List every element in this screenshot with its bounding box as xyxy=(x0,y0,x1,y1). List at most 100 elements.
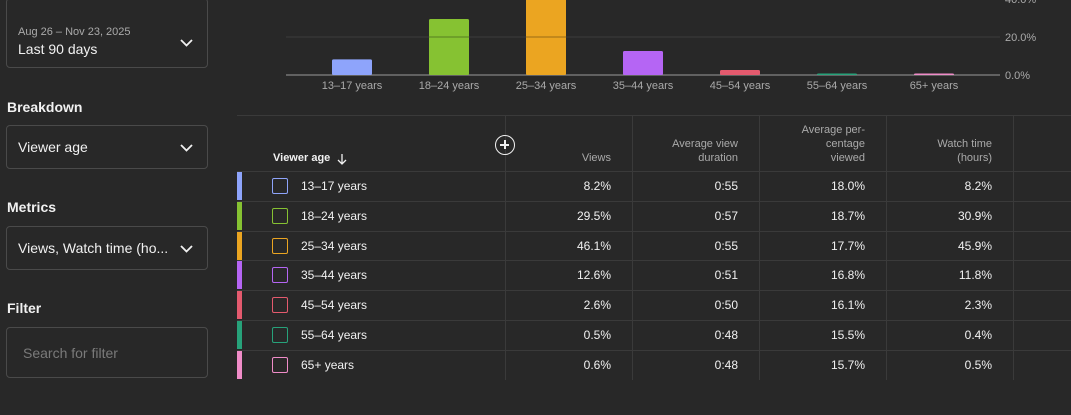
header-line: Average per- xyxy=(801,124,865,136)
sort-down-icon[interactable] xyxy=(336,153,348,165)
cell-watch-time: 0.4% xyxy=(964,328,992,342)
divider xyxy=(237,201,1071,202)
breakdown-select[interactable]: Viewer age xyxy=(6,125,208,169)
cell-views: 12.6% xyxy=(576,268,611,282)
date-range-text: Aug 26 – Nov 23, 2025 xyxy=(18,26,131,38)
breakdown-value: Viewer age xyxy=(18,139,88,155)
age-bar-chart: 0.0% 20.0% 40.0% 13–17 years 18–24 years 25–3… xyxy=(286,0,1036,92)
header-line: duration xyxy=(698,152,738,164)
table-row[interactable]: 18–24 years 29.5% 0:57 18.7% 30.9% xyxy=(237,201,1071,230)
chart-bar[interactable] xyxy=(914,73,954,76)
cell-avg-view-duration: 0:55 xyxy=(714,239,738,253)
chevron-down-icon xyxy=(180,39,193,47)
divider xyxy=(759,115,760,380)
header-avg-pct-viewed[interactable]: Average per- centage viewed xyxy=(777,115,865,171)
cell-watch-time: 2.3% xyxy=(964,298,992,312)
table-row[interactable]: 45–54 years 2.6% 0:50 16.1% 2.3% xyxy=(237,290,1071,319)
chart-bar[interactable] xyxy=(526,0,566,75)
series-color-bar xyxy=(237,202,242,230)
divider xyxy=(632,115,633,380)
x-tick-label: 65+ years xyxy=(910,80,959,92)
row-checkbox[interactable] xyxy=(272,178,288,194)
cell-avg-view-duration: 0:55 xyxy=(714,179,738,193)
row-checkbox[interactable] xyxy=(272,208,288,224)
divider xyxy=(1013,115,1014,380)
row-checkbox[interactable] xyxy=(272,357,288,373)
chart-bar[interactable] xyxy=(623,51,663,75)
divider xyxy=(237,171,1071,172)
x-tick-label: 45–54 years xyxy=(710,80,771,92)
row-label: 45–54 years xyxy=(301,298,368,312)
y-tick-label: 40.0% xyxy=(1005,0,1036,6)
metrics-value: Views, Watch time (ho... xyxy=(18,240,169,256)
x-tick-label: 18–24 years xyxy=(419,80,480,92)
header-line: centage xyxy=(825,138,865,150)
row-checkbox[interactable] xyxy=(272,297,288,313)
metrics-label: Metrics xyxy=(7,199,57,215)
cell-watch-time: 45.9% xyxy=(957,239,992,253)
row-checkbox[interactable] xyxy=(272,238,288,254)
cell-watch-time: 0.5% xyxy=(964,358,992,372)
cell-avg-pct-viewed: 17.7% xyxy=(830,239,865,253)
cell-avg-view-duration: 0:48 xyxy=(714,358,738,372)
header-avg-view-duration[interactable]: Average view duration xyxy=(647,115,738,171)
y-tick-label: 20.0% xyxy=(1005,32,1036,44)
breakdown-label: Breakdown xyxy=(7,99,83,115)
cell-avg-view-duration: 0:50 xyxy=(714,298,738,312)
header-viewer-age[interactable]: Viewer age xyxy=(273,152,331,164)
chevron-down-icon xyxy=(180,245,193,253)
chevron-down-icon xyxy=(180,144,193,152)
series-color-bar xyxy=(237,232,242,260)
table-row[interactable]: 35–44 years 12.6% 0:51 16.8% 11.8% xyxy=(237,260,1071,289)
row-label: 18–24 years xyxy=(301,209,368,223)
chart-bar[interactable] xyxy=(817,73,857,76)
row-label: 55–64 years xyxy=(301,328,368,342)
cell-avg-pct-viewed: 18.7% xyxy=(830,209,865,223)
cell-watch-time: 30.9% xyxy=(957,209,992,223)
chart-bar[interactable] xyxy=(429,18,469,75)
divider xyxy=(505,115,506,380)
table-row[interactable]: 25–34 years 46.1% 0:55 17.7% 45.9% xyxy=(237,231,1071,260)
x-tick-label: 25–34 years xyxy=(516,80,577,92)
filter-label: Filter xyxy=(7,300,42,316)
cell-avg-view-duration: 0:51 xyxy=(714,268,738,282)
row-checkbox[interactable] xyxy=(272,267,288,283)
header-line: Average view xyxy=(672,138,738,150)
chart-bar[interactable] xyxy=(720,70,760,75)
table-row[interactable]: 55–64 years 0.5% 0:48 15.5% 0.4% xyxy=(237,320,1071,349)
cell-views: 8.2% xyxy=(583,179,611,193)
add-column-icon[interactable] xyxy=(495,135,515,155)
header-line: Watch time xyxy=(937,138,992,150)
series-color-bar xyxy=(237,172,242,200)
cell-views: 29.5% xyxy=(576,209,611,223)
header-line: viewed xyxy=(830,152,865,164)
date-range-selector[interactable]: Aug 26 – Nov 23, 2025 Last 90 days xyxy=(6,0,208,68)
y-tick-label: 0.0% xyxy=(1005,70,1030,82)
divider xyxy=(237,350,1071,351)
divider xyxy=(237,260,1071,261)
cell-watch-time: 8.2% xyxy=(964,179,992,193)
header-views[interactable]: Views xyxy=(537,115,611,171)
x-tick-label: 55–64 years xyxy=(807,80,868,92)
row-label: 35–44 years xyxy=(301,268,368,282)
series-color-bar xyxy=(237,351,242,379)
table-row[interactable]: 65+ years 0.6% 0:48 15.7% 0.5% xyxy=(237,350,1071,379)
chart-bar[interactable] xyxy=(332,59,372,75)
divider xyxy=(237,115,1071,116)
cell-avg-pct-viewed: 15.7% xyxy=(830,358,865,372)
x-tick-label: 35–44 years xyxy=(613,80,674,92)
filter-input[interactable] xyxy=(6,327,208,378)
series-color-bar xyxy=(237,291,242,319)
metrics-select[interactable]: Views, Watch time (ho... xyxy=(6,226,208,270)
row-label: 13–17 years xyxy=(301,179,368,193)
cell-avg-pct-viewed: 16.1% xyxy=(830,298,865,312)
date-range-value: Last 90 days xyxy=(18,41,98,57)
table-row[interactable]: 13–17 years 8.2% 0:55 18.0% 8.2% xyxy=(237,171,1071,200)
header-views-label: Views xyxy=(581,152,611,164)
header-line: (hours) xyxy=(957,152,992,164)
cell-avg-pct-viewed: 18.0% xyxy=(830,179,865,193)
header-watch-time[interactable]: Watch time (hours) xyxy=(907,115,992,171)
row-label: 25–34 years xyxy=(301,239,368,253)
divider xyxy=(237,231,1071,232)
row-checkbox[interactable] xyxy=(272,327,288,343)
